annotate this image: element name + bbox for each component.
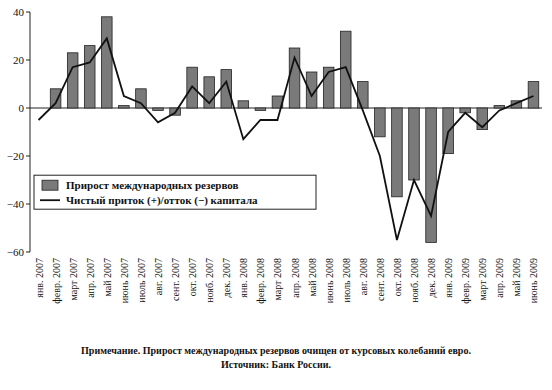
bar [102,17,113,108]
x-tick-label: май 2007 [102,258,113,297]
chart: −60 −40 −20 0 20 40 янв. 2007 февр. 2007 март 20… [0,0,552,390]
y-tick [26,12,30,13]
x-tick-label: сент. 2008 [375,258,386,301]
bar [136,89,147,108]
x-tick-label: нояб. 2007 [204,258,215,303]
y-tick [26,156,30,157]
bar [392,108,403,197]
y-tick-label: −20 [7,150,25,162]
x-tick-label: март 2009 [477,258,488,300]
bar [238,101,249,108]
bar [426,108,437,242]
y-tick-label: −40 [7,198,25,210]
bar [494,106,505,108]
x-tick-label: май 2008 [307,258,318,297]
x-tick-label: апр. 2007 [85,258,96,298]
legend-swatch [42,180,58,190]
x-tick-label: окт. 2008 [392,258,403,296]
y-tick-label: 40 [13,6,25,18]
line [39,38,534,240]
x-tick-label: авг. 2008 [358,258,369,295]
bar [528,82,539,108]
x-tick-label: июль 2008 [341,258,352,303]
y-tick-label: −60 [7,246,25,258]
plot-marks [30,17,542,243]
x-tick-label: февр. 2009 [460,258,471,304]
legend-label: Прирост международных резервов [66,179,238,191]
x-tick-label: сент. 2007 [170,258,181,301]
x-tick-label: июнь 2007 [119,258,130,303]
x-tick-label: авг. 2007 [153,258,164,295]
x-tick-label: янв. 2009 [443,258,454,298]
y-tick-label: 0 [19,102,25,114]
y-tick [26,60,30,61]
y-tick-label: 20 [13,54,25,66]
x-tick-label: апр. 2009 [494,258,505,298]
x-tick-label: март 2008 [272,258,283,300]
x-tick-label: февр. 2008 [255,258,266,304]
y-tick [26,252,30,253]
bar [358,82,369,108]
legend-box [34,175,316,209]
bar [255,108,266,110]
x-tick-label: окт. 2007 [187,258,198,296]
y-tick [26,108,30,109]
y-axis [30,12,31,252]
x-tick-label: дек. 2008 [426,258,437,297]
x-tick-label: нояб. 2008 [409,258,420,303]
bar [67,53,78,108]
x-tick-label: март 2007 [68,258,79,300]
bar [153,108,164,110]
x-tick-label: июнь 2008 [324,258,335,303]
annotation: Источник: Банк России. [221,359,331,370]
bar [221,70,232,108]
x-tick-label: янв. 2007 [34,258,45,298]
legend-label: Чистый приток (+)/отток (−) капитала [66,194,258,207]
bar [375,108,386,137]
y-tick [26,204,30,205]
x-tick-label: янв. 2008 [238,258,249,298]
bar [84,46,95,108]
x-tick-label: апр. 2008 [290,258,301,298]
bar [409,108,420,180]
annotation: Примечание. Прирост международных резерв… [81,345,471,356]
x-tick-label: май 2009 [511,258,522,297]
bar [33,108,44,109]
x-tick-label: июль 2007 [136,258,147,303]
bar [50,89,61,108]
legend-line [40,199,60,201]
x-tick-label: июнь 2009 [528,258,539,303]
x-tick-label: февр. 2007 [51,258,62,304]
bar [119,106,130,108]
x-tick-label: дек. 2007 [221,258,232,297]
